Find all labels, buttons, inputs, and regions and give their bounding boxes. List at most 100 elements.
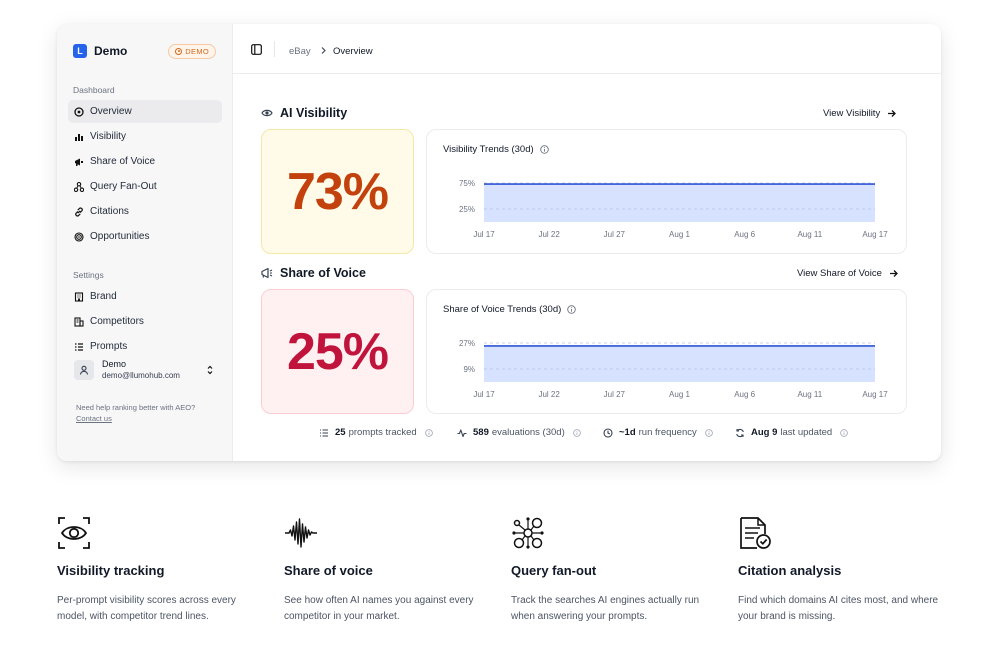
list-icon [74,342,84,352]
x-tick-label: Aug 11 [797,230,822,239]
x-tick-label: Jul 17 [473,230,495,239]
y-tick-label: 9% [463,365,475,374]
user-switcher[interactable]: Demo demo@llumohub.com [68,353,222,387]
user-name: Demo [102,359,127,369]
document-check-icon [740,517,771,549]
sidebar-item-label: Visibility [90,131,126,142]
x-tick-label: Jul 22 [538,390,560,399]
sidebar: L Demo DEMO Dashboard Overview Visibilit… [57,24,233,461]
chevron-up-down-icon [207,365,213,375]
ai-visibility-heading: AI Visibility [261,106,347,120]
share-of-voice-trend-title: Share of Voice Trends (30d) [443,304,562,315]
arrow-right-icon [889,270,898,277]
waveform-icon [285,518,317,548]
buildings-icon [74,316,84,327]
share-of-voice-trend-card: Share of Voice Trends (30d) 27% 9% Jul 17 J… [426,289,907,414]
demo-badge: DEMO [168,43,216,59]
help-text: Need help ranking better with AEO? [76,403,196,412]
brand-name[interactable]: Demo [94,44,128,58]
brand-logo: L [73,44,87,58]
y-tick-label: 25% [459,205,475,214]
sidebar-item-label: Competitors [90,316,144,327]
x-tick-label: Jul 17 [473,390,495,399]
x-tick-label: Aug 17 [862,230,888,239]
breadcrumb-divider [274,41,275,57]
stat-evaluations: 589 evaluations (30d) [457,427,581,438]
sidebar-item-label: Prompts [90,341,128,352]
info-icon[interactable] [704,428,713,437]
overview-icon [74,106,84,117]
share-of-voice-trend-heading: Share of Voice Trends (30d) [443,304,577,315]
sidebar-item-overview[interactable]: Overview [68,100,222,123]
section-label-settings: Settings [73,270,104,280]
sidebar-item-label: Opportunities [90,231,150,242]
feature-description: See how often AI names you against every… [284,595,474,622]
stat-value: ~1d [619,427,636,438]
stat-value: Aug 9 [751,427,778,438]
sidebar-item-prompts[interactable]: Prompts [68,335,222,358]
x-tick-label: Jul 27 [604,230,626,239]
bar-chart-icon [74,132,84,142]
demo-dot-icon [175,47,183,55]
stat-label: last updated [780,427,833,438]
visibility-trend-heading: Visibility Trends (30d) [443,144,549,155]
view-share-of-voice-link[interactable]: View Share of Voice [797,268,898,279]
view-visibility-link[interactable]: View Visibility [823,108,897,119]
x-tick-label: Aug 1 [669,390,690,399]
visibility-trend-title: Visibility Trends (30d) [443,144,534,155]
eye-icon [261,109,273,117]
feature-description: Track the searches AI engines actually r… [511,595,700,622]
demo-badge-label: DEMO [185,46,209,56]
contact-us-link[interactable]: Contact us [76,414,112,423]
x-tick-label: Aug 11 [797,390,822,399]
sidebar-item-share-of-voice[interactable]: Share of Voice [68,150,222,173]
info-icon[interactable] [539,145,549,154]
x-tick-label: Aug 17 [862,390,888,399]
arrow-right-icon [888,110,897,117]
stat-value: 25 [335,427,346,438]
sidebar-item-label: Share of Voice [90,156,156,167]
feature-title: Query fan-out [511,563,597,578]
share-of-voice-score-card: 25% [261,289,414,414]
sidebar-item-visibility[interactable]: Visibility [68,125,222,148]
feature-share-of-voice: Share of voice See how often AI names yo… [284,516,494,622]
breadcrumb-parent[interactable]: eBay [289,46,311,57]
info-icon[interactable] [840,428,848,437]
stat-last-updated: Aug 9 last updated [735,427,848,438]
sidebar-item-competitors[interactable]: Competitors [68,310,222,333]
series-area [484,345,875,382]
sidebar-item-citations[interactable]: Citations [68,200,222,223]
sidebar-item-opportunities[interactable]: Opportunities [68,225,222,248]
megaphone-icon [74,157,84,167]
main-content: eBay Overview AI Visibility View Visibil… [233,24,941,461]
info-icon[interactable] [567,305,577,314]
link-icon [74,206,84,217]
x-tick-label: Aug 6 [734,230,755,239]
sidebar-item-label: Brand [90,291,117,302]
y-tick-label: 27% [459,339,475,348]
building-icon [74,291,84,302]
visibility-trend-chart: 75% 25% Jul 17 Jul 22 Jul 27 Aug 1 Aug 6 Aug 11… [459,179,888,239]
sidebar-item-label: Overview [90,106,132,117]
sidebar-item-query-fan-out[interactable]: Query Fan-Out [68,175,222,198]
avatar [74,360,94,380]
network-icon [74,181,84,192]
target-icon [74,231,84,242]
help-box: Need help ranking better with AEO? Conta… [76,402,195,424]
stats-bar: 25 prompts tracked 589 evaluations (30d)… [233,427,941,441]
brand-row: L Demo DEMO [73,43,216,59]
sidebar-toggle-icon[interactable] [251,44,262,55]
feature-query-fan-out: Query fan-out Track the searches AI engi… [511,516,721,622]
user-email: demo@llumohub.com [102,371,180,380]
sidebar-item-brand[interactable]: Brand [68,285,222,308]
series-area [484,184,875,222]
stat-label: prompts tracked [348,427,417,438]
stat-label: evaluations (30d) [491,427,565,438]
clock-icon [603,427,613,438]
feature-visibility-tracking: Visibility tracking Per-prompt visibilit… [57,516,267,622]
stat-prompts-tracked: 25 prompts tracked [319,427,433,438]
info-icon[interactable] [572,428,581,437]
share-of-voice-trend-chart: 27% 9% Jul 17 Jul 22 Jul 27 Aug 1 Aug 6 Aug 11 A… [459,339,888,399]
info-icon[interactable] [424,428,433,437]
x-tick-label: Jul 22 [538,230,560,239]
